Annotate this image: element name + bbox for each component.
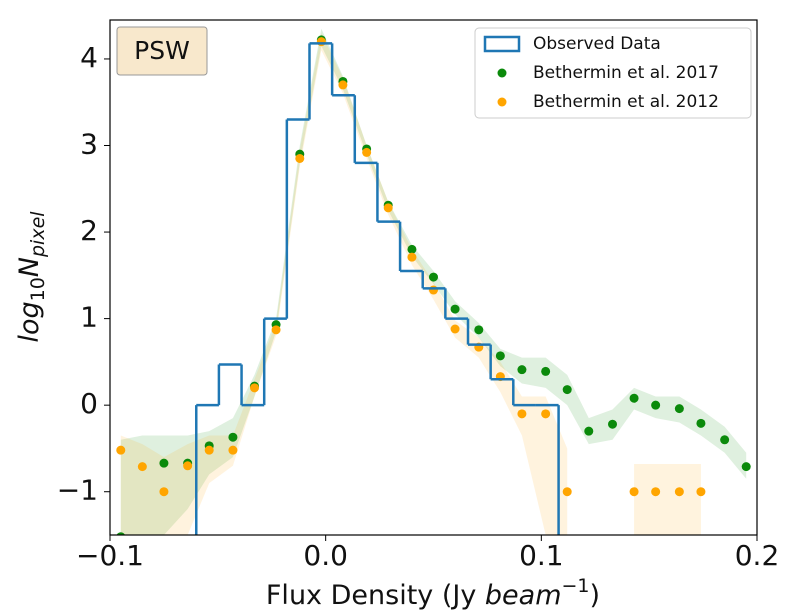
data-point (741, 462, 751, 472)
data-point (338, 80, 348, 90)
legend-label: Observed Data (533, 34, 661, 54)
data-point (429, 285, 438, 295)
uncertainty-band (120, 28, 747, 535)
uncertainty-band (634, 464, 701, 535)
x-tick-label: −0.1 (76, 539, 144, 572)
y-tick-label: 4 (80, 41, 98, 74)
y-tick-label: −1 (57, 474, 98, 507)
data-point (316, 37, 326, 47)
data-point (517, 365, 527, 375)
data-point (429, 272, 438, 282)
y-tick-label: 1 (80, 301, 98, 334)
data-point (450, 304, 460, 314)
data-point (137, 462, 147, 472)
legend-label: Bethermin et al. 2017 (533, 63, 719, 83)
plot-area (116, 28, 751, 535)
annotation-box (116, 26, 208, 76)
uncertainty-band (120, 32, 568, 535)
data-point (450, 324, 460, 334)
data-point (116, 445, 126, 455)
legend-swatch (483, 35, 521, 53)
data-point (204, 445, 214, 455)
data-point (228, 445, 238, 455)
data-point (159, 487, 169, 497)
y-tick-label: 0 (80, 387, 98, 420)
x-axis-label: Flux Density (Jy beam−1) (266, 575, 600, 611)
annotation: PSW (116, 26, 208, 76)
data-point (674, 487, 684, 497)
legend-label: Bethermin et al. 2012 (533, 92, 719, 112)
x-tick-label: 0.2 (735, 539, 780, 572)
data-point (541, 409, 551, 419)
data-point (495, 351, 505, 361)
data-point (159, 458, 169, 468)
data-point (407, 244, 417, 254)
data-point (608, 419, 618, 429)
data-point (629, 393, 639, 403)
data-point (562, 385, 572, 395)
y-tick-label: 2 (80, 214, 98, 247)
y-tick-label: 3 (80, 128, 98, 161)
data-point (271, 325, 281, 335)
data-point (183, 461, 193, 471)
legend-swatch (497, 68, 507, 78)
data-point (674, 404, 684, 414)
data-point (383, 203, 393, 213)
data-point (696, 487, 706, 497)
data-point (629, 487, 639, 497)
x-tick-label: 0.1 (519, 539, 564, 572)
annotation-text: PSW (134, 36, 190, 65)
y-axis-label: log10Npixel (14, 211, 49, 343)
legend-box (474, 27, 752, 119)
data-point (249, 383, 259, 393)
legend: Observed Data Bethermin et al. 2017 Bether… (474, 27, 752, 119)
data-point (362, 147, 372, 157)
data-point (584, 426, 594, 436)
data-point (720, 435, 730, 445)
data-point (696, 418, 706, 428)
data-point (517, 409, 527, 419)
data-point (295, 153, 305, 163)
data-point (474, 325, 484, 335)
data-point (562, 487, 572, 497)
legend-swatch (497, 97, 507, 107)
x-tick-label: 0.0 (303, 539, 348, 572)
data-point (116, 532, 125, 535)
data-point (651, 400, 661, 410)
data-point (541, 366, 551, 376)
data-point (407, 252, 417, 262)
data-point (228, 432, 238, 442)
data-point (651, 487, 661, 497)
axes-frame (109, 19, 758, 536)
